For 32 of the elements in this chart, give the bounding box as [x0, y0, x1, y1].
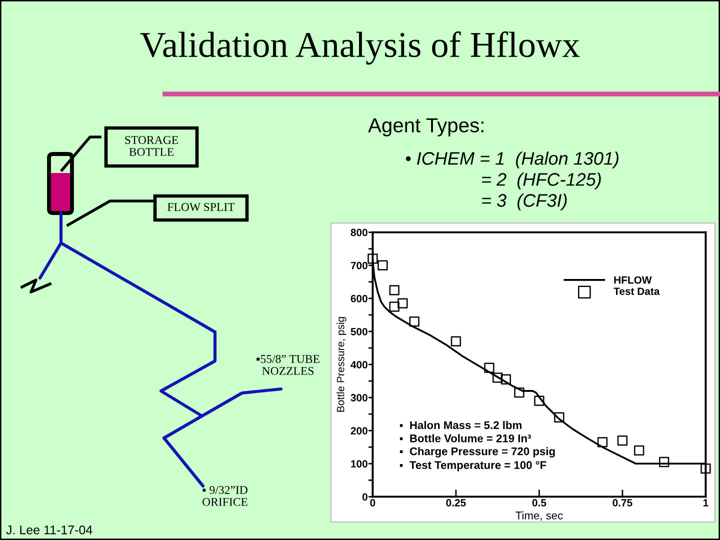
annotation: ▪ Bottle Volume = 219 In³ — [400, 434, 531, 442]
annotation: ▪ Test Temperature = 100 °F — [400, 461, 546, 472]
y-axis-title: Bottle Pressure, psig — [336, 317, 346, 412]
chart-title: Validation Analysis of Hflowx — [140, 31, 580, 65]
annotation: ▪ Charge Pressure = 720 psig — [400, 447, 555, 458]
annotation: ▪ Halon Mass = 5.2 lbm — [400, 420, 522, 430]
text: = 3 (CF3I) — [482, 194, 567, 210]
x-tick-label: 0.75 — [612, 499, 632, 506]
y-tick-label: 600 — [350, 294, 368, 302]
text: Agent Types: — [368, 118, 484, 136]
y-tick-label: 100 — [351, 460, 368, 468]
x-tick-label: 0 — [370, 499, 376, 506]
text: ▪ 9/32”ID ORIFICE — [202, 486, 248, 506]
y-tick-label: 400 — [350, 361, 368, 368]
text: ▪55/8” TUBE NOZZLES — [256, 355, 320, 375]
y-tick-label: 800 — [350, 228, 368, 236]
text: FLOW SPLIT — [168, 203, 235, 212]
y-tick-label: 700 — [350, 262, 368, 270]
y-tick-label: 200 — [350, 427, 368, 434]
x-tick-label: 0.5 — [532, 499, 546, 506]
y-tick-label: 500 — [350, 328, 368, 336]
text: STORAGE BOTTLE — [125, 136, 178, 156]
text: • ICHEM = 1 (Halon 1301) — [406, 152, 618, 168]
legend-label: HFLOW — [614, 276, 652, 284]
y-tick-label: 0 — [362, 493, 368, 501]
x-tick-label: 0.25 — [446, 499, 466, 506]
legend-label: Test Data — [614, 288, 660, 295]
x-tick-label: 1 — [703, 499, 708, 506]
x-axis-title: Time, sec — [516, 511, 563, 521]
text: J. Lee 11-17-04 — [6, 526, 92, 534]
y-tick-label: 300 — [350, 394, 368, 402]
text: = 2 (HFC-125) — [482, 172, 601, 190]
